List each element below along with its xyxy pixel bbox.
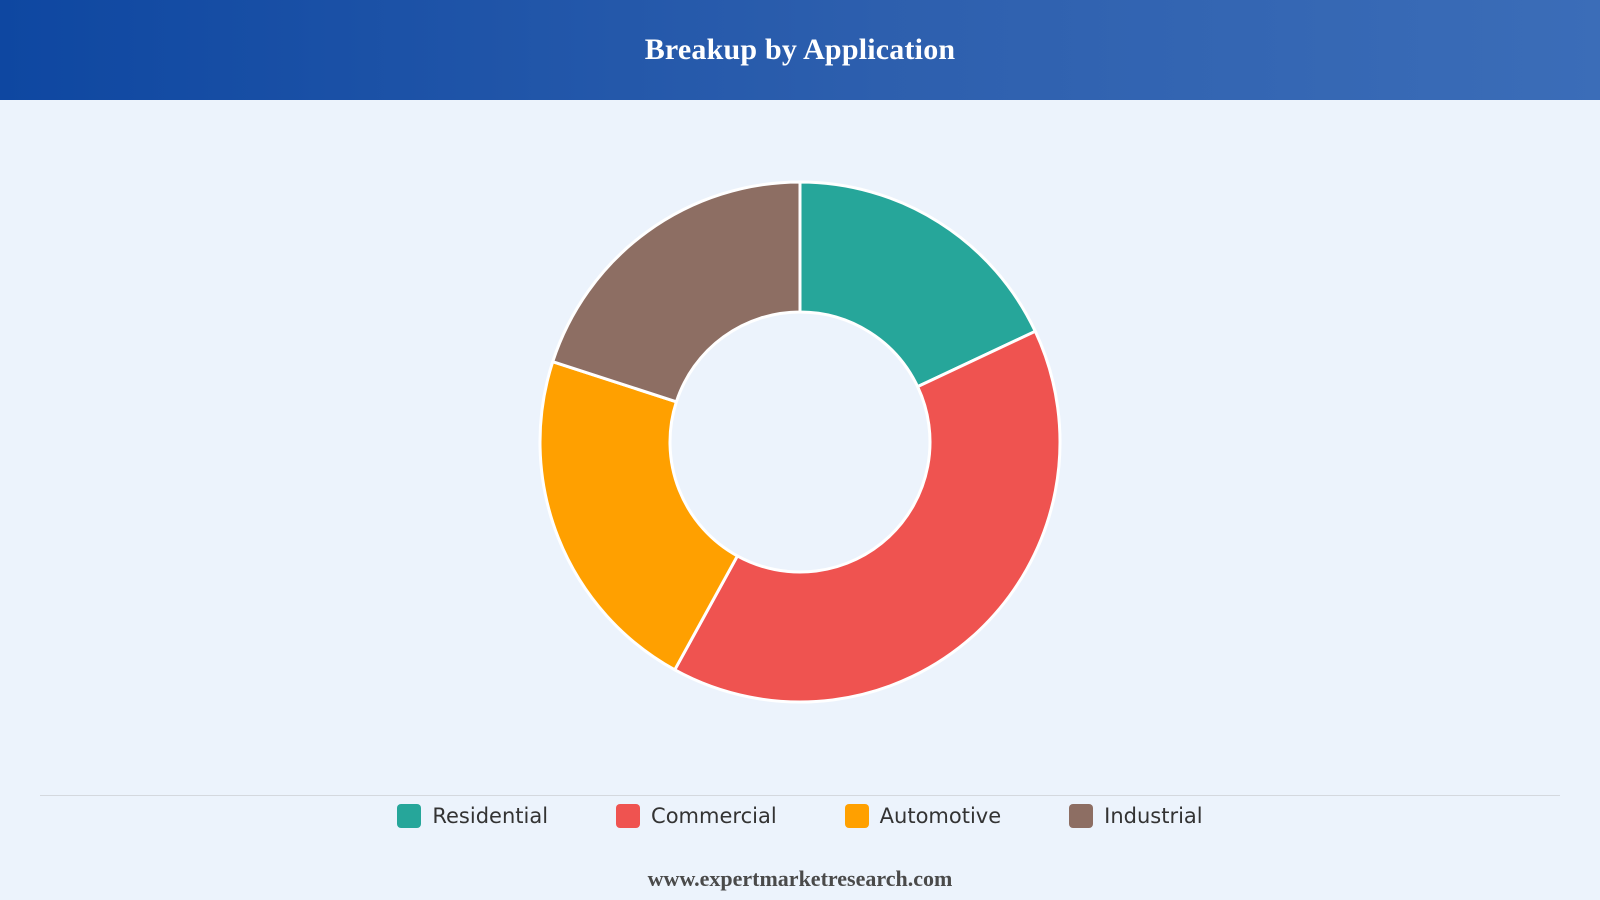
source-url: www.expertmarketresearch.com xyxy=(647,866,953,891)
slice-industrial xyxy=(551,180,802,404)
slice-automotive xyxy=(538,360,739,672)
slice-residential xyxy=(798,180,1037,389)
legend-swatch-industrial xyxy=(1069,804,1094,828)
legend-label-automotive: Automotive xyxy=(879,804,1002,828)
chart-area xyxy=(0,100,1600,790)
legend-divider xyxy=(40,795,1560,796)
legend-swatch-residential xyxy=(397,804,422,828)
legend-item-residential[interactable]: Residential xyxy=(397,804,548,828)
legend-swatch-commercial xyxy=(616,804,641,828)
legend-item-commercial[interactable]: Commercial xyxy=(616,804,777,828)
legend-label-residential: Residential xyxy=(432,804,549,828)
legend-label-industrial: Industrial xyxy=(1104,804,1203,828)
chart-title: Breakup by Application xyxy=(644,33,956,66)
legend-swatch-automotive xyxy=(844,804,869,828)
slice-commercial xyxy=(673,329,1062,704)
legend-item-industrial[interactable]: Industrial xyxy=(1069,804,1203,828)
legend-item-automotive[interactable]: Automotive xyxy=(844,804,1002,828)
donut-chart xyxy=(538,180,1062,704)
legend-label-commercial: Commercial xyxy=(651,804,777,828)
chart-header: Breakup by Application xyxy=(0,0,1600,100)
chart-legend: Residential Commercial Automotive Industria… xyxy=(0,804,1600,828)
